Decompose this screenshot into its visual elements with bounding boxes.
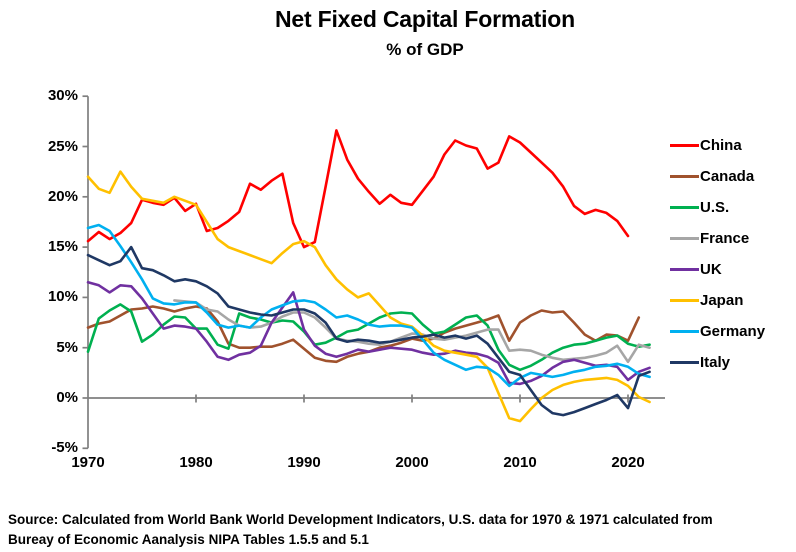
- legend-item-canada: Canada: [670, 161, 765, 192]
- legend-swatch-uk: [670, 268, 699, 271]
- chart-title: Net Fixed Capital Formation: [274, 6, 576, 32]
- x-tick-label: 2020: [611, 454, 645, 471]
- x-tick-label: 2000: [395, 454, 429, 471]
- legend-swatch-us: [670, 206, 699, 209]
- y-tick-label: 0%: [56, 389, 78, 406]
- legend-item-italy: Italy: [670, 347, 765, 378]
- y-tick-label: 25%: [47, 137, 78, 155]
- legend-item-china: China: [670, 130, 765, 161]
- legend-label-japan: Japan: [700, 292, 744, 309]
- legend: China Canada U.S. France UK Japan Germany Italy: [670, 130, 765, 378]
- legend-label-us: U.S.: [700, 199, 730, 216]
- legend-label-china: China: [700, 137, 742, 154]
- chart-subtitle: % of GDP: [386, 40, 464, 59]
- series-line-uk: [86, 280, 651, 386]
- legend-item-uk: UK: [670, 254, 765, 285]
- legend-label-france: France: [700, 230, 750, 247]
- x-tick-label: 1970: [71, 454, 105, 471]
- x-tick-label: 1980: [179, 454, 213, 471]
- x-tick-label: 2010: [503, 454, 537, 471]
- y-tick-label: 10%: [47, 288, 78, 306]
- legend-swatch-japan: [670, 299, 699, 302]
- source-line-2: Bureay of Economic Aanalysis NIPA Tables…: [8, 532, 369, 547]
- legend-item-japan: Japan: [670, 285, 765, 316]
- legend-label-canada: Canada: [700, 168, 755, 185]
- y-tick-label: 30%: [47, 87, 78, 105]
- legend-item-us: U.S.: [670, 192, 765, 223]
- legend-swatch-china: [670, 144, 699, 147]
- series-line-japan: [86, 170, 651, 423]
- series-line-germany: [86, 223, 651, 388]
- y-tick-label: 5%: [56, 338, 78, 356]
- series-line-france: [173, 299, 651, 364]
- legend-label-germany: Germany: [700, 323, 766, 340]
- legend-swatch-canada: [670, 175, 699, 178]
- source-note: Source: Calculated from World Bank World…: [8, 510, 792, 550]
- series-line-china: [86, 129, 630, 249]
- legend-item-france: France: [670, 223, 765, 254]
- y-tick-label: -5%: [51, 439, 78, 457]
- legend-swatch-france: [670, 237, 699, 240]
- series-line-italy: [86, 245, 651, 417]
- legend-item-germany: Germany: [670, 316, 765, 347]
- legend-swatch-germany: [670, 330, 699, 333]
- x-tick-label: 1990: [287, 454, 321, 471]
- y-tick-label: 15%: [47, 238, 78, 256]
- legend-swatch-italy: [670, 361, 699, 364]
- series-line-canada: [86, 305, 641, 364]
- source-line-1: Source: Calculated from World Bank World…: [8, 512, 713, 527]
- legend-label-italy: Italy: [700, 354, 731, 371]
- y-tick-label: 20%: [47, 187, 78, 205]
- legend-label-uk: UK: [700, 261, 722, 278]
